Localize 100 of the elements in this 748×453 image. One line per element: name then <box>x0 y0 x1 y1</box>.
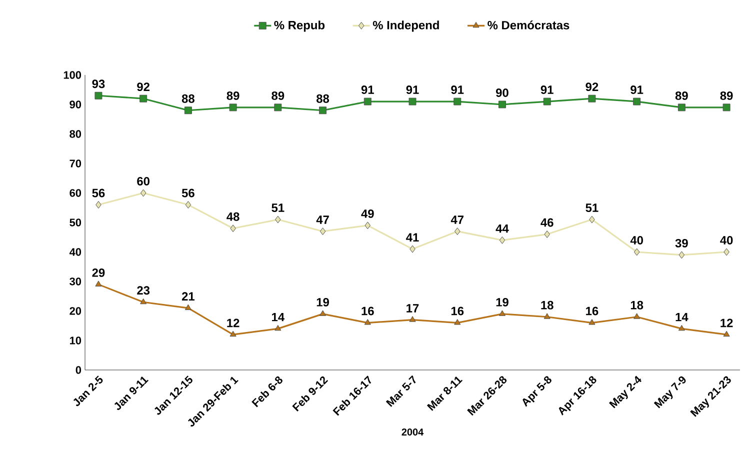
data-label: 12 <box>227 318 240 328</box>
point <box>543 98 551 106</box>
data-label: 91 <box>451 86 464 94</box>
point <box>498 310 506 316</box>
point <box>544 313 550 319</box>
point <box>454 98 462 106</box>
y-tick-label: 80 <box>70 130 82 138</box>
y-tick-label: 0 <box>76 366 82 374</box>
point <box>633 98 641 106</box>
data-label: 92 <box>586 82 598 92</box>
data-label: 89 <box>226 91 240 100</box>
data-label: 16 <box>586 306 598 316</box>
y-tick-label: 20 <box>70 307 82 315</box>
x-tick-label: Feb 6-8 <box>252 376 282 408</box>
data-label: 44 <box>496 224 509 233</box>
point <box>274 104 282 112</box>
point <box>410 245 416 253</box>
point <box>320 228 326 236</box>
point <box>229 104 237 112</box>
point <box>724 248 730 256</box>
data-label: 88 <box>316 94 330 103</box>
x-tick-label: Mar 8-11 <box>426 376 463 411</box>
point <box>498 100 506 108</box>
data-label: 16 <box>362 306 374 316</box>
point <box>634 248 640 256</box>
x-tick-label: Apr 5-8 <box>522 376 552 407</box>
data-label: 19 <box>316 298 329 306</box>
data-label: 14 <box>676 312 688 322</box>
data-label: 17 <box>406 304 419 312</box>
data-label: 91 <box>630 86 644 94</box>
point <box>454 228 460 236</box>
data-label: 90 <box>496 88 508 97</box>
point <box>364 98 372 106</box>
data-label: 56 <box>182 188 194 198</box>
data-label: 93 <box>92 80 105 88</box>
point <box>499 236 506 244</box>
point <box>588 319 596 325</box>
point <box>94 92 102 100</box>
point <box>184 304 192 310</box>
point <box>454 319 461 325</box>
data-label: 46 <box>540 218 554 227</box>
point <box>274 324 282 331</box>
point <box>320 310 326 316</box>
point <box>678 251 685 259</box>
y-tick-label: 90 <box>70 100 82 108</box>
legend-label: % Independ <box>372 20 439 32</box>
point <box>140 298 147 304</box>
data-label: 12 <box>720 318 733 328</box>
data-label: 56 <box>92 188 105 198</box>
point <box>364 319 371 325</box>
data-label: 89 <box>675 91 688 100</box>
y-tick-label: 70 <box>70 160 82 168</box>
data-label: 41 <box>406 233 419 242</box>
data-label: 92 <box>137 82 150 92</box>
point <box>723 330 730 337</box>
point <box>275 216 281 224</box>
x-tick-label: Mar 5-7 <box>386 375 416 407</box>
data-label: 29 <box>92 268 105 277</box>
legend-label: % Repub <box>274 20 325 32</box>
point <box>678 104 686 112</box>
data-label: 18 <box>630 300 644 310</box>
point <box>634 313 640 319</box>
data-label: 48 <box>226 212 240 221</box>
data-label: 89 <box>720 91 733 100</box>
data-label: 18 <box>541 300 554 310</box>
y-tick-label: 60 <box>70 189 82 197</box>
point <box>230 330 236 337</box>
point <box>722 104 730 112</box>
data-label: 23 <box>137 286 150 295</box>
data-label: 21 <box>182 292 195 301</box>
x-axis-title: 2004 <box>402 428 424 436</box>
data-label: 40 <box>630 236 643 244</box>
data-label: 51 <box>586 204 598 212</box>
data-label: 91 <box>406 86 419 94</box>
data-label: 47 <box>450 216 464 224</box>
data-label: 14 <box>272 312 284 322</box>
y-tick-label: 10 <box>70 336 82 344</box>
data-label: 40 <box>720 236 733 244</box>
y-tick-label: 100 <box>64 71 82 79</box>
point <box>319 106 327 114</box>
point <box>544 230 550 238</box>
y-tick-label: 40 <box>69 248 82 256</box>
point <box>408 98 416 106</box>
data-label: 16 <box>451 306 464 316</box>
data-label: 19 <box>496 298 508 306</box>
x-tick-label: Jan 9-11 <box>114 376 149 410</box>
data-label: 51 <box>272 204 284 212</box>
point <box>588 94 596 102</box>
point <box>96 201 102 209</box>
x-tick-label: Jan 2-5 <box>73 376 103 406</box>
data-label: 47 <box>316 216 329 224</box>
data-label: 91 <box>540 86 554 94</box>
data-label: 60 <box>137 177 150 186</box>
point <box>364 222 371 230</box>
legend-label: % Demócratas <box>488 20 570 30</box>
y-tick-label: 50 <box>70 218 82 226</box>
data-label: 49 <box>361 209 374 218</box>
point <box>678 324 685 331</box>
point <box>185 201 192 209</box>
point <box>409 316 416 322</box>
